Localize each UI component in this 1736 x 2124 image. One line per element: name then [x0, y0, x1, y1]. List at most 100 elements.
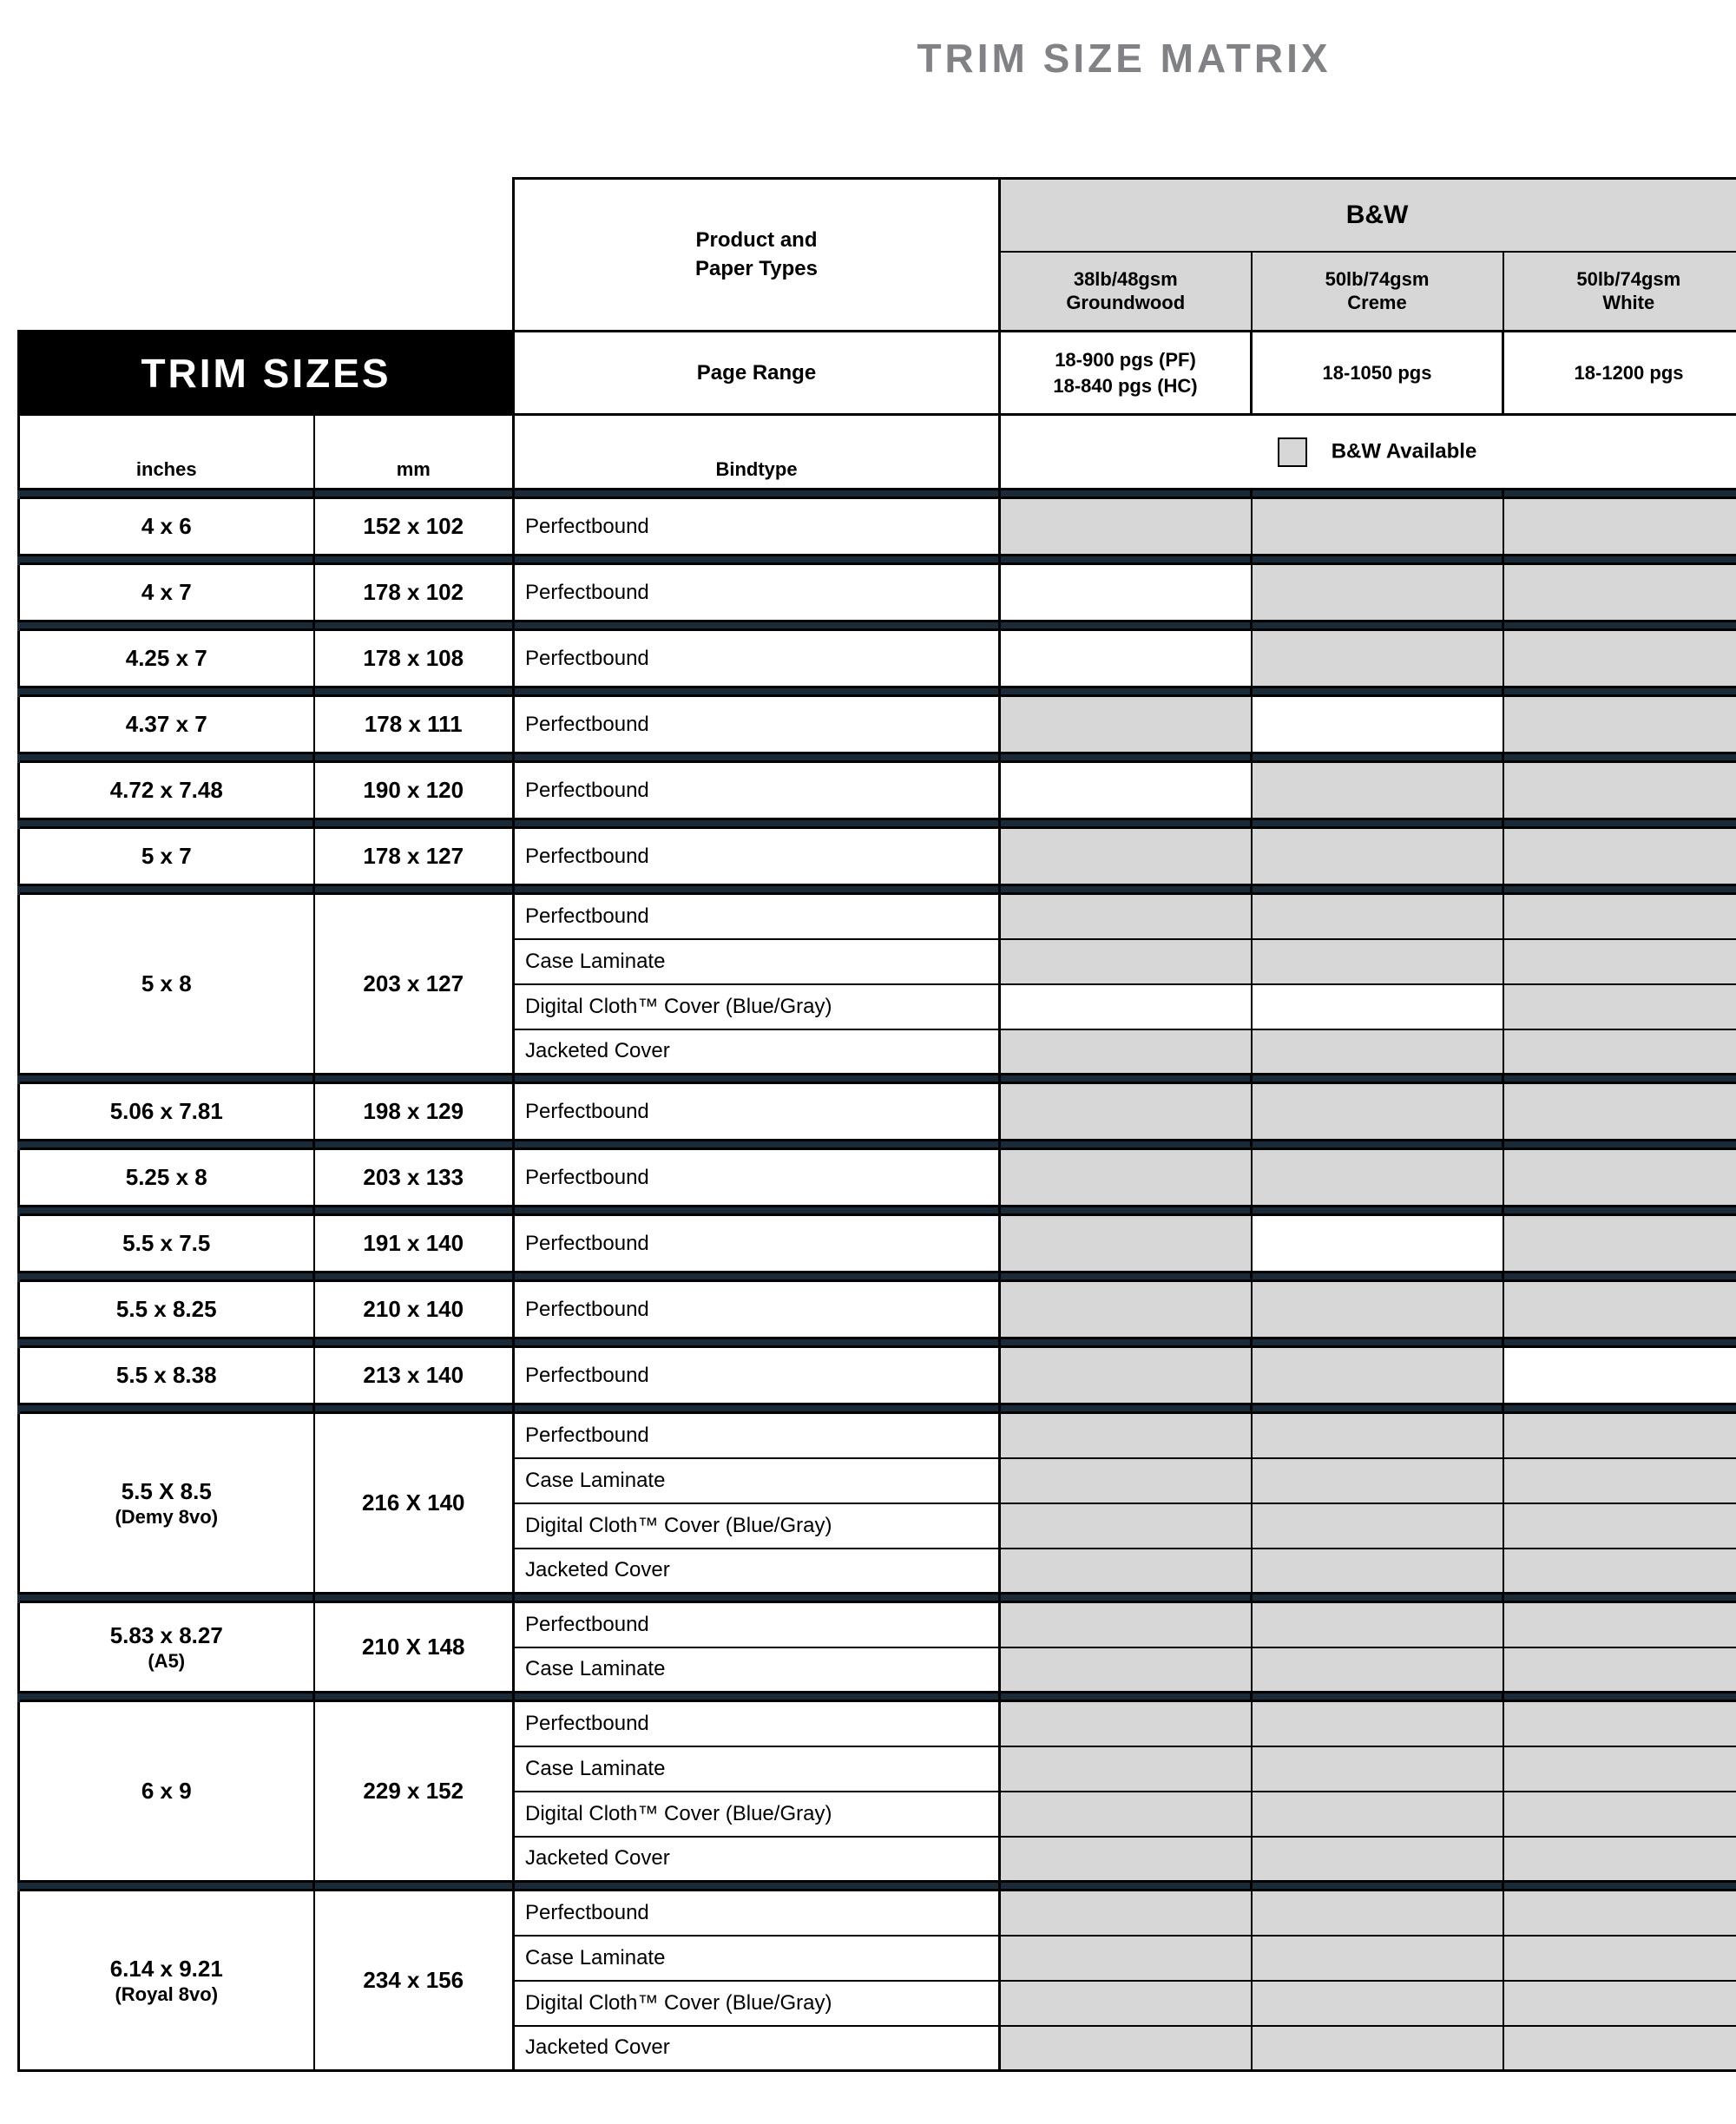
availability-cell: [1000, 1029, 1252, 1075]
availability-cell: [1000, 984, 1252, 1029]
availability-cell: [1000, 939, 1252, 984]
trim-size-matrix-table: Product andPaper TypesB&W38lb/48gsmGroun…: [17, 177, 1736, 2072]
trim-mm: 190 x 120: [314, 762, 514, 819]
availability-cell: [1503, 984, 1736, 1029]
bindtype-cell: Case Laminate: [514, 1458, 1000, 1503]
header-range-0: 18-900 pgs (PF)18-840 pgs (HC): [1000, 332, 1252, 415]
trim-mm: 234 x 156: [314, 1891, 514, 2071]
availability-cell: [1252, 564, 1503, 621]
trim-mm: 210 X 148: [314, 1602, 514, 1693]
trim-mm: 229 x 152: [314, 1701, 514, 1882]
availability-cell: [1000, 1347, 1252, 1404]
header-page-range: Page Range: [514, 332, 1000, 415]
bindtype-cell: Perfectbound: [514, 696, 1000, 753]
availability-cell: [1252, 2026, 1503, 2071]
availability-cell: [1000, 564, 1252, 621]
availability-cell: [1252, 1083, 1503, 1141]
availability-cell: [1503, 630, 1736, 687]
bindtype-cell: Jacketed Cover: [514, 1549, 1000, 1594]
bindtype-cell: Case Laminate: [514, 1647, 1000, 1693]
availability-cell: [1000, 498, 1252, 556]
bindtype-cell: Digital Cloth™ Cover (Blue/Gray): [514, 1981, 1000, 2026]
availability-cell: [1252, 1981, 1503, 2026]
availability-cell: [1503, 1792, 1736, 1837]
trim-inches: 5.06 x 7.81: [19, 1083, 314, 1141]
trim-mm: 216 X 140: [314, 1413, 514, 1594]
bindtype-cell: Jacketed Cover: [514, 2026, 1000, 2071]
bindtype-cell: Perfectbound: [514, 498, 1000, 556]
availability-cell: [1252, 1149, 1503, 1207]
availability-cell: [1503, 1503, 1736, 1549]
header-bw-title: B&W: [1000, 179, 1736, 252]
availability-cell: [1000, 1215, 1252, 1272]
availability-cell: [1252, 894, 1503, 939]
availability-cell: [1252, 984, 1503, 1029]
availability-cell: [1503, 762, 1736, 819]
availability-cell: [1503, 696, 1736, 753]
availability-cell: [1252, 1281, 1503, 1338]
availability-cell: [1252, 1792, 1503, 1837]
availability-cell: [1503, 1936, 1736, 1981]
header-paper-2: 50lb/74gsmWhite: [1503, 252, 1736, 332]
trim-inches: 5.83 x 8.27(A5): [19, 1602, 314, 1693]
bindtype-cell: Perfectbound: [514, 630, 1000, 687]
availability-cell: [1000, 1746, 1252, 1792]
trim-mm: 210 x 140: [314, 1281, 514, 1338]
header-range-1: 18-1050 pgs: [1252, 332, 1503, 415]
bindtype-cell: Perfectbound: [514, 894, 1000, 939]
availability-cell: [1503, 1701, 1736, 1746]
availability-cell: [1503, 1347, 1736, 1404]
availability-cell: [1252, 1549, 1503, 1594]
header-paper-1: 50lb/74gsmCreme: [1252, 252, 1503, 332]
bindtype-cell: Case Laminate: [514, 939, 1000, 984]
availability-cell: [1000, 1792, 1252, 1837]
availability-cell: [1503, 1647, 1736, 1693]
availability-cell: [1252, 1936, 1503, 1981]
header-paper-0: 38lb/48gsmGroundwood: [1000, 252, 1252, 332]
trim-mm: 178 x 111: [314, 696, 514, 753]
availability-cell: [1252, 1029, 1503, 1075]
availability-cell: [1252, 1746, 1503, 1792]
availability-cell: [1000, 1837, 1252, 1882]
availability-cell: [1000, 1083, 1252, 1141]
availability-cell: [1252, 696, 1503, 753]
availability-cell: [1252, 1458, 1503, 1503]
bindtype-cell: Perfectbound: [514, 828, 1000, 885]
availability-cell: [1503, 1083, 1736, 1141]
trim-inches: 5 x 7: [19, 828, 314, 885]
bindtype-cell: Perfectbound: [514, 1083, 1000, 1141]
availability-cell: [1503, 1215, 1736, 1272]
availability-cell: [1252, 1413, 1503, 1458]
availability-cell: [1000, 1549, 1252, 1594]
trim-inches: 5.5 x 8.38: [19, 1347, 314, 1404]
trim-mm: 203 x 133: [314, 1149, 514, 1207]
bindtype-cell: Perfectbound: [514, 1602, 1000, 1647]
trim-mm: 213 x 140: [314, 1347, 514, 1404]
availability-cell: [1000, 1149, 1252, 1207]
trim-mm: 178 x 108: [314, 630, 514, 687]
bindtype-cell: Perfectbound: [514, 564, 1000, 621]
bindtype-cell: Perfectbound: [514, 1281, 1000, 1338]
trim-inches: 4.72 x 7.48: [19, 762, 314, 819]
availability-cell: [1503, 498, 1736, 556]
bindtype-cell: Jacketed Cover: [514, 1837, 1000, 1882]
header-range-2: 18-1200 pgs: [1503, 332, 1736, 415]
header-mm: mm: [314, 415, 514, 490]
availability-cell: [1000, 1281, 1252, 1338]
trim-mm: 198 x 129: [314, 1083, 514, 1141]
availability-cell: [1000, 1458, 1252, 1503]
availability-cell: [1503, 1413, 1736, 1458]
availability-cell: [1252, 939, 1503, 984]
availability-cell: [1503, 1549, 1736, 1594]
bindtype-cell: Perfectbound: [514, 1149, 1000, 1207]
bindtype-cell: Case Laminate: [514, 1936, 1000, 1981]
bindtype-cell: Digital Cloth™ Cover (Blue/Gray): [514, 984, 1000, 1029]
availability-cell: [1000, 1647, 1252, 1693]
trim-inches: 4 x 6: [19, 498, 314, 556]
availability-cell: [1503, 894, 1736, 939]
availability-cell: [1503, 1837, 1736, 1882]
availability-cell: [1000, 1503, 1252, 1549]
trim-inches: 4.37 x 7: [19, 696, 314, 753]
trim-mm: 203 x 127: [314, 894, 514, 1075]
availability-cell: [1503, 1149, 1736, 1207]
